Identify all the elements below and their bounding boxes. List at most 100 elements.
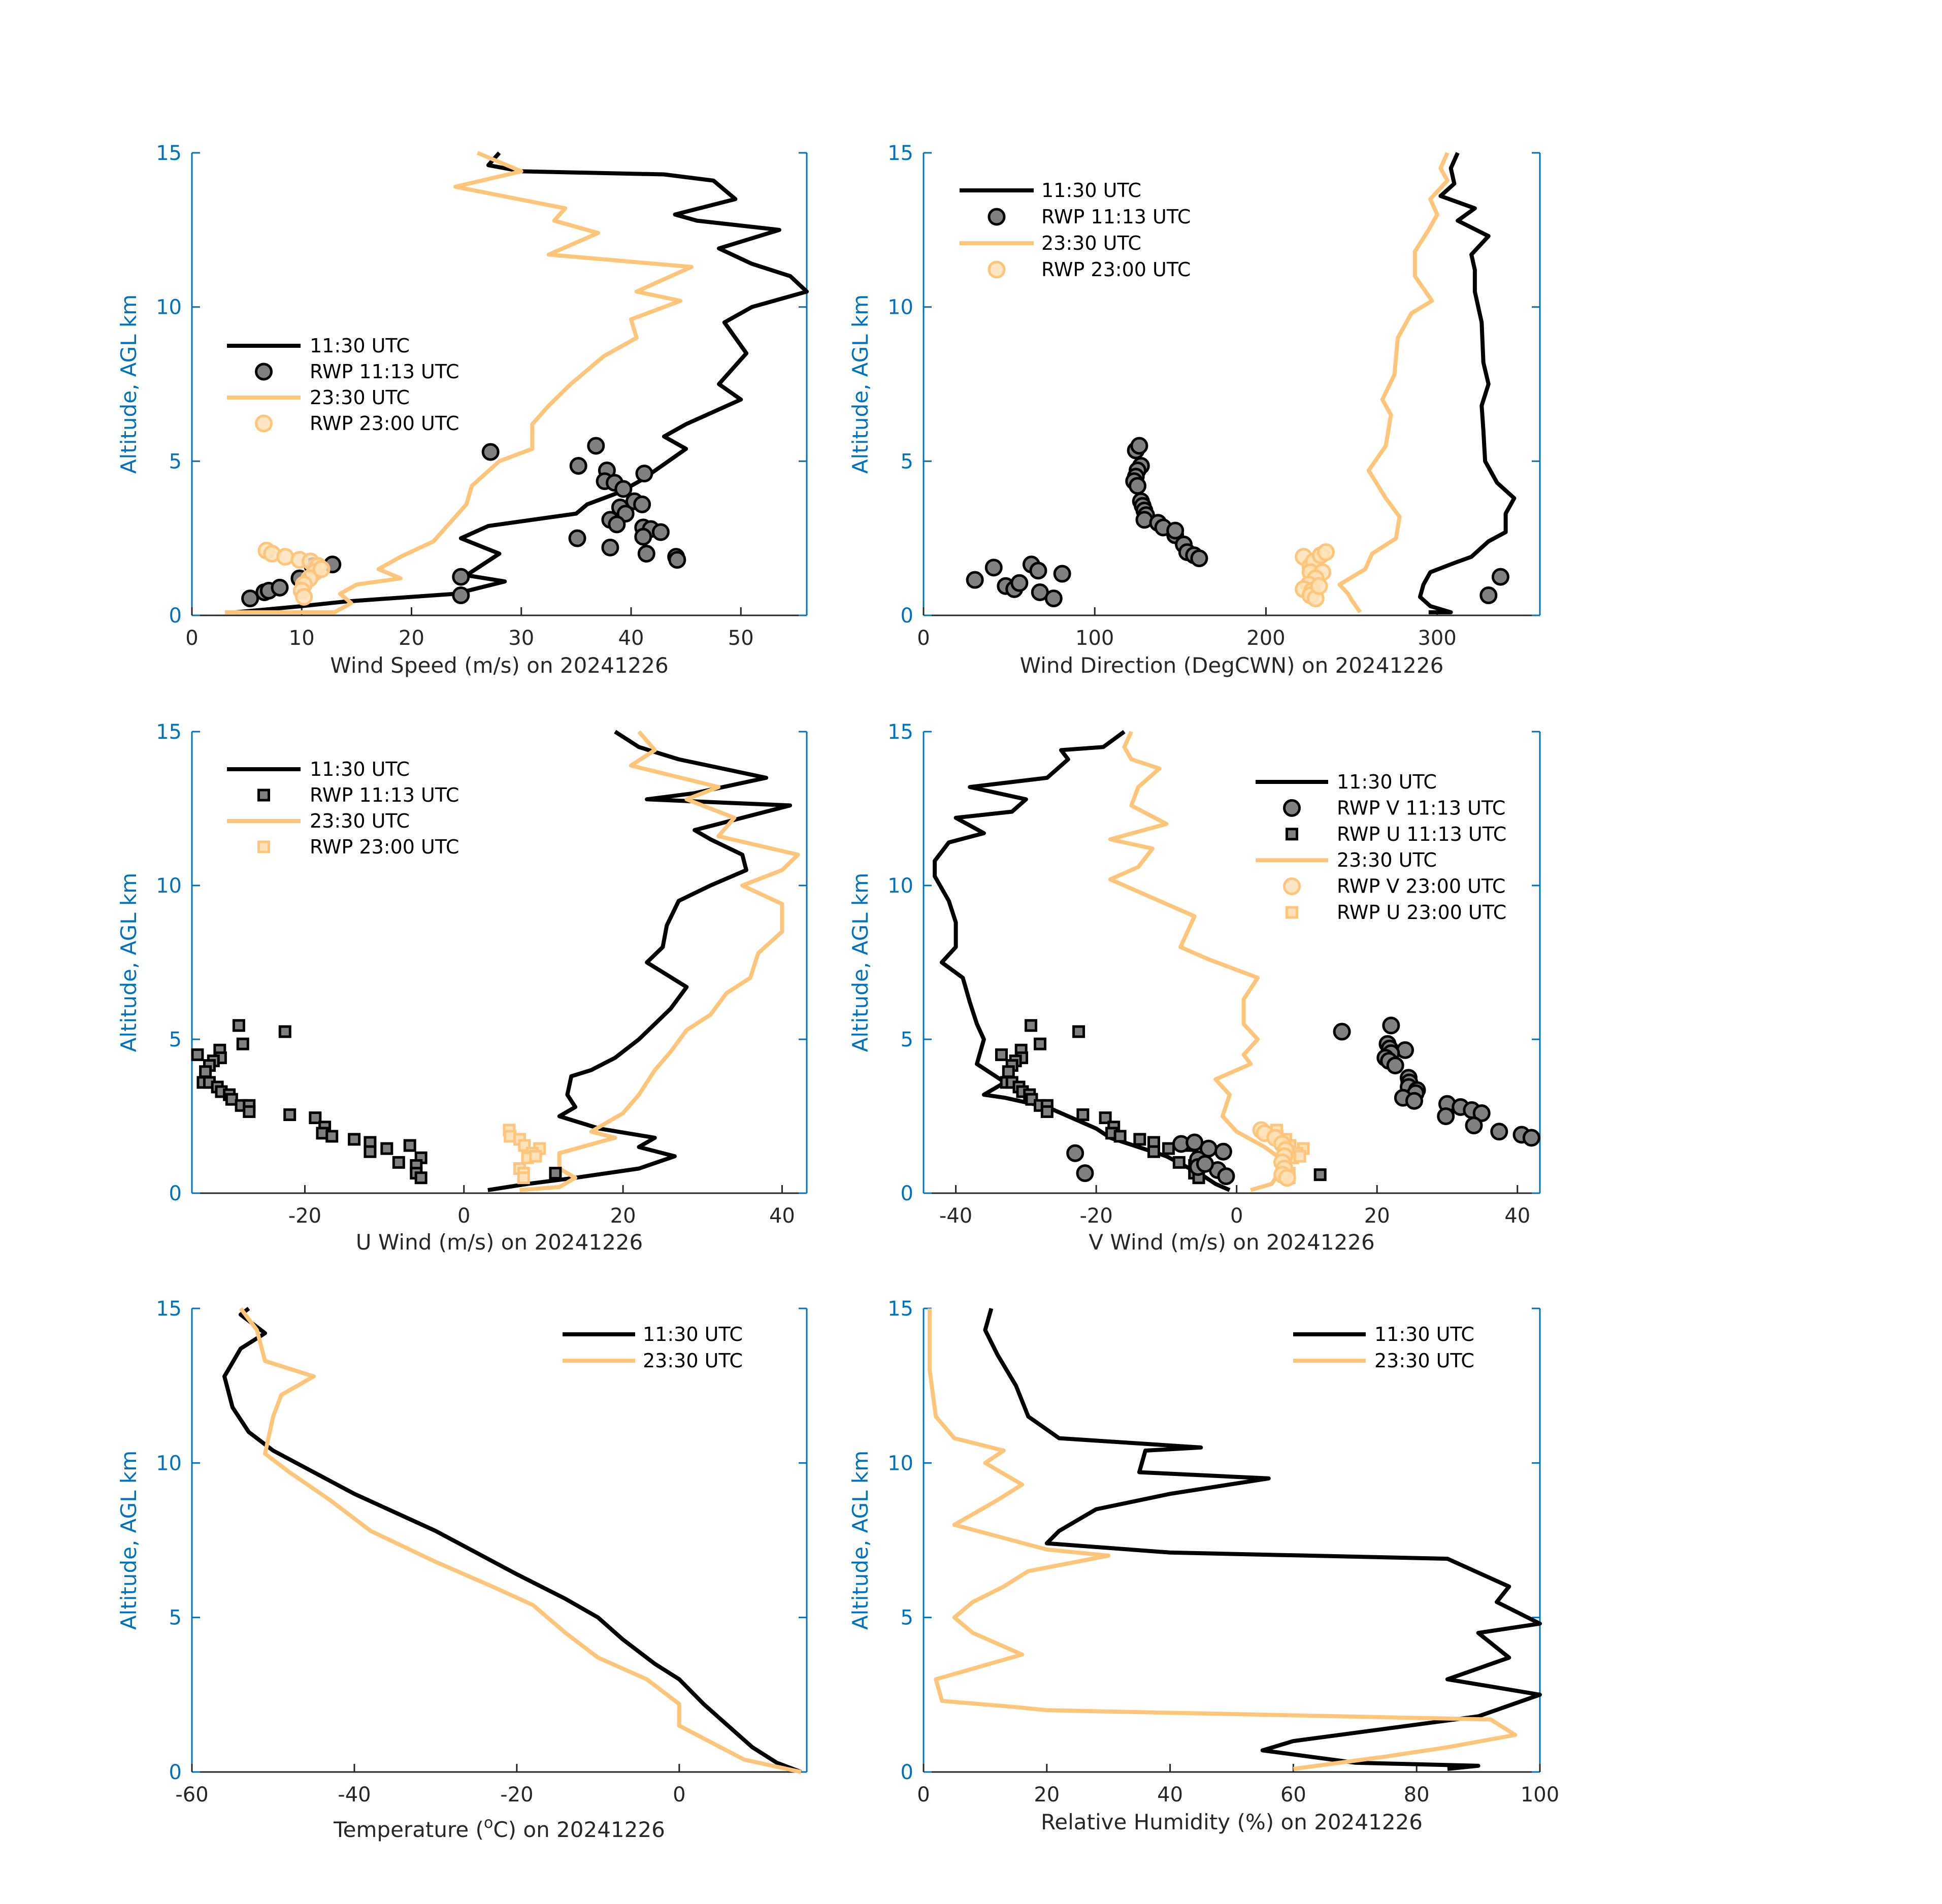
x-tick-label: 40 bbox=[769, 1204, 795, 1228]
legend: 11:30 UTC RWP V 11:13 UTC RWP U 11:13 UTC 2… bbox=[1256, 771, 1506, 924]
legend-label: 23:30 UTC bbox=[1337, 849, 1437, 871]
y-tick-label: 10 bbox=[887, 874, 913, 898]
legend-label: RWP 23:00 UTC bbox=[1041, 258, 1191, 281]
data-point bbox=[392, 1156, 405, 1169]
series-line-23-30-utc bbox=[224, 151, 694, 614]
series-line-23-30-utc bbox=[928, 1308, 1518, 1771]
data-point bbox=[1002, 1065, 1015, 1078]
data-point bbox=[1316, 543, 1335, 561]
data-point bbox=[1025, 1019, 1038, 1032]
x-tick-label: -40 bbox=[939, 1204, 972, 1228]
legend-label: RWP 23:00 UTC bbox=[310, 412, 459, 435]
series-markers-rwp-23-00-utc bbox=[257, 541, 331, 606]
x-tick-label: 20 bbox=[610, 1204, 636, 1228]
legend-label: RWP 11:13 UTC bbox=[310, 360, 459, 383]
data-point bbox=[569, 456, 587, 475]
series-line-11-30-utc bbox=[222, 1306, 802, 1774]
series-line-11-30-utc bbox=[983, 1307, 1542, 1771]
data-point bbox=[1147, 1145, 1161, 1158]
y-tick-label: 0 bbox=[169, 1761, 182, 1784]
data-point bbox=[325, 1130, 339, 1143]
series-line-11-30-utc bbox=[1418, 152, 1517, 614]
legend-marker-swatch bbox=[1283, 877, 1301, 896]
data-point bbox=[1186, 1133, 1204, 1152]
data-point bbox=[549, 1167, 562, 1180]
data-point bbox=[232, 1019, 245, 1032]
data-point bbox=[1196, 1155, 1214, 1173]
x-axis-label: Wind Speed (m/s) on 20241226 bbox=[330, 653, 668, 678]
data-point bbox=[1313, 1168, 1327, 1181]
data-point bbox=[587, 437, 605, 455]
data-point bbox=[452, 586, 470, 605]
legend-label: 11:30 UTC bbox=[1337, 771, 1437, 793]
data-point bbox=[651, 523, 670, 541]
data-point bbox=[1405, 1092, 1423, 1110]
legend-marker-swatch bbox=[255, 414, 273, 433]
series-line-23-30-utc bbox=[1108, 731, 1288, 1192]
legend-label: 23:30 UTC bbox=[310, 810, 410, 832]
y-tick-label: 15 bbox=[156, 142, 182, 165]
data-point bbox=[236, 1037, 249, 1051]
data-point bbox=[348, 1133, 361, 1146]
data-point bbox=[614, 480, 633, 498]
data-point bbox=[271, 578, 289, 597]
data-point bbox=[1162, 1142, 1175, 1155]
x-tick-label: 20 bbox=[1034, 1783, 1060, 1807]
data-point bbox=[633, 495, 651, 513]
data-point bbox=[1010, 574, 1029, 592]
series-line-23-30-utc bbox=[519, 730, 800, 1192]
y-tick-label: 5 bbox=[169, 1028, 182, 1052]
y-tick-label: 15 bbox=[156, 720, 182, 744]
y-tick-label: 0 bbox=[901, 1761, 913, 1784]
chart-panel-temperature: 0 5 10 15 -60 -40 -20 0 Altitude, AGL km Temperat… bbox=[116, 1297, 808, 1842]
x-axis-label: Wind Direction (DegCWN) on 20241226 bbox=[1020, 653, 1444, 678]
data-point bbox=[1040, 1105, 1054, 1118]
data-point bbox=[380, 1142, 393, 1155]
legend-label: RWP 11:13 UTC bbox=[1041, 206, 1191, 228]
legend: 11:30 UTC RWP 11:13 UTC 23:30 UTC RWP 23:00… bbox=[960, 179, 1191, 281]
legend-label: RWP U 23:00 UTC bbox=[1337, 901, 1506, 924]
x-tick-label: 100 bbox=[1075, 627, 1114, 650]
legend-label: 11:30 UTC bbox=[1041, 179, 1141, 202]
legend-label: 11:30 UTC bbox=[310, 758, 410, 780]
y-tick-label: 15 bbox=[887, 720, 913, 744]
y-tick-label: 10 bbox=[887, 1452, 913, 1475]
x-tick-label: 0 bbox=[673, 1783, 685, 1807]
data-point bbox=[1490, 1123, 1508, 1141]
data-point bbox=[1072, 1025, 1085, 1038]
legend-label: RWP V 23:00 UTC bbox=[1337, 875, 1505, 898]
legend-label: 11:30 UTC bbox=[310, 335, 410, 357]
x-tick-label: 100 bbox=[1521, 1783, 1559, 1807]
x-axis-label: U Wind (m/s) on 20241226 bbox=[356, 1230, 643, 1255]
y-tick-label: 10 bbox=[887, 296, 913, 319]
legend-label: RWP 11:13 UTC bbox=[310, 784, 459, 806]
x-axis-label: V Wind (m/s) on 20241226 bbox=[1089, 1230, 1375, 1255]
data-point bbox=[243, 1105, 256, 1118]
data-point bbox=[1129, 477, 1147, 495]
data-point bbox=[1386, 1057, 1404, 1075]
x-tick-label: 0 bbox=[185, 627, 198, 650]
data-point bbox=[1076, 1164, 1094, 1183]
x-axis-label-superscript: o bbox=[484, 1814, 493, 1832]
legend-label: RWP V 11:13 UTC bbox=[1337, 797, 1505, 819]
y-tick-label: 10 bbox=[156, 296, 182, 319]
series-line-11-30-utc bbox=[933, 730, 1231, 1192]
data-point bbox=[278, 1025, 291, 1038]
legend-marker-swatch bbox=[257, 789, 270, 802]
x-tick-label: 0 bbox=[917, 627, 930, 650]
y-tick-label: 15 bbox=[887, 142, 913, 165]
data-point bbox=[568, 529, 586, 547]
data-point bbox=[1382, 1016, 1400, 1035]
y-tick-label: 0 bbox=[901, 1182, 913, 1205]
legend-label: 11:30 UTC bbox=[1374, 1323, 1474, 1345]
data-point bbox=[1310, 577, 1328, 595]
data-point bbox=[1190, 549, 1208, 568]
data-point bbox=[1076, 1108, 1090, 1121]
x-tick-label: 10 bbox=[289, 627, 315, 650]
x-tick-label: -40 bbox=[338, 1783, 371, 1807]
x-tick-label: 300 bbox=[1418, 627, 1456, 650]
y-tick-label: 5 bbox=[169, 450, 182, 473]
y-tick-label: 15 bbox=[887, 1297, 913, 1321]
x-axis-label: Relative Humidity (%) on 20241226 bbox=[1041, 1810, 1423, 1834]
